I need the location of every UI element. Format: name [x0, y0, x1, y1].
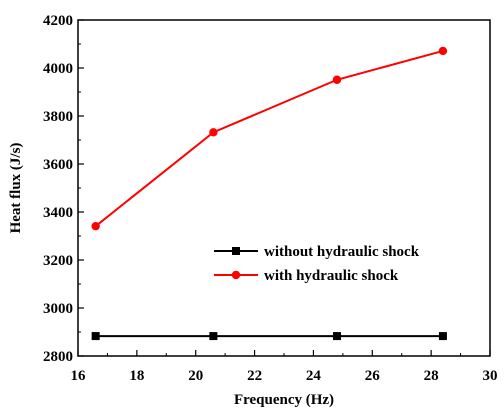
- x-axis: 16 18 20 22 24 26 28 30: [71, 350, 498, 384]
- x-tick-label: 26: [365, 368, 381, 384]
- series-line-with-shock: [95, 49, 444, 227]
- y-tick-label: 3800: [43, 109, 73, 125]
- data-point-with-shock: [209, 128, 218, 137]
- x-tick-label: 16: [71, 368, 87, 384]
- y-tick-label: 3600: [43, 157, 73, 173]
- y-axis-title: Heat flux (J/s): [8, 143, 24, 234]
- data-point-with-shock: [438, 46, 448, 56]
- data-point-without-shock: [91, 332, 100, 341]
- legend-label: without hydraulic shock: [264, 244, 420, 260]
- x-axis-title: Frequency (Hz): [234, 392, 334, 408]
- y-tick-label: 4200: [43, 13, 73, 29]
- x-tick-label: 20: [188, 368, 203, 384]
- x-tick-label: 30: [483, 368, 498, 384]
- data-point-without-shock: [332, 332, 341, 341]
- data-point-with-shock: [332, 75, 342, 84]
- plot-frame: [77, 19, 491, 357]
- legend-marker: [232, 247, 240, 255]
- data-point-without-shock: [438, 332, 447, 341]
- y-tick-label: 2800: [43, 349, 73, 365]
- y-tick-label: 4000: [43, 61, 73, 77]
- y-tick-label: 3200: [43, 253, 73, 269]
- x-tick-label: 24: [306, 368, 322, 384]
- data-point-without-shock: [209, 332, 218, 341]
- legend-label: with hydraulic shock: [264, 268, 399, 284]
- data-point-with-shock: [91, 221, 100, 231]
- x-tick-label: 18: [129, 368, 144, 384]
- x-tick-label: 28: [424, 368, 439, 384]
- x-tick-label: 22: [247, 368, 262, 384]
- legend-marker: [231, 270, 241, 280]
- legend: without hydraulic shock with hydraulic sh…: [214, 244, 420, 284]
- y-axis: 2800 3000 3200 3400 3600 3800 4000 4200: [43, 13, 84, 365]
- series-layer: [91, 46, 448, 341]
- y-tick-label: 3400: [43, 205, 73, 221]
- y-tick-label: 3000: [43, 301, 73, 317]
